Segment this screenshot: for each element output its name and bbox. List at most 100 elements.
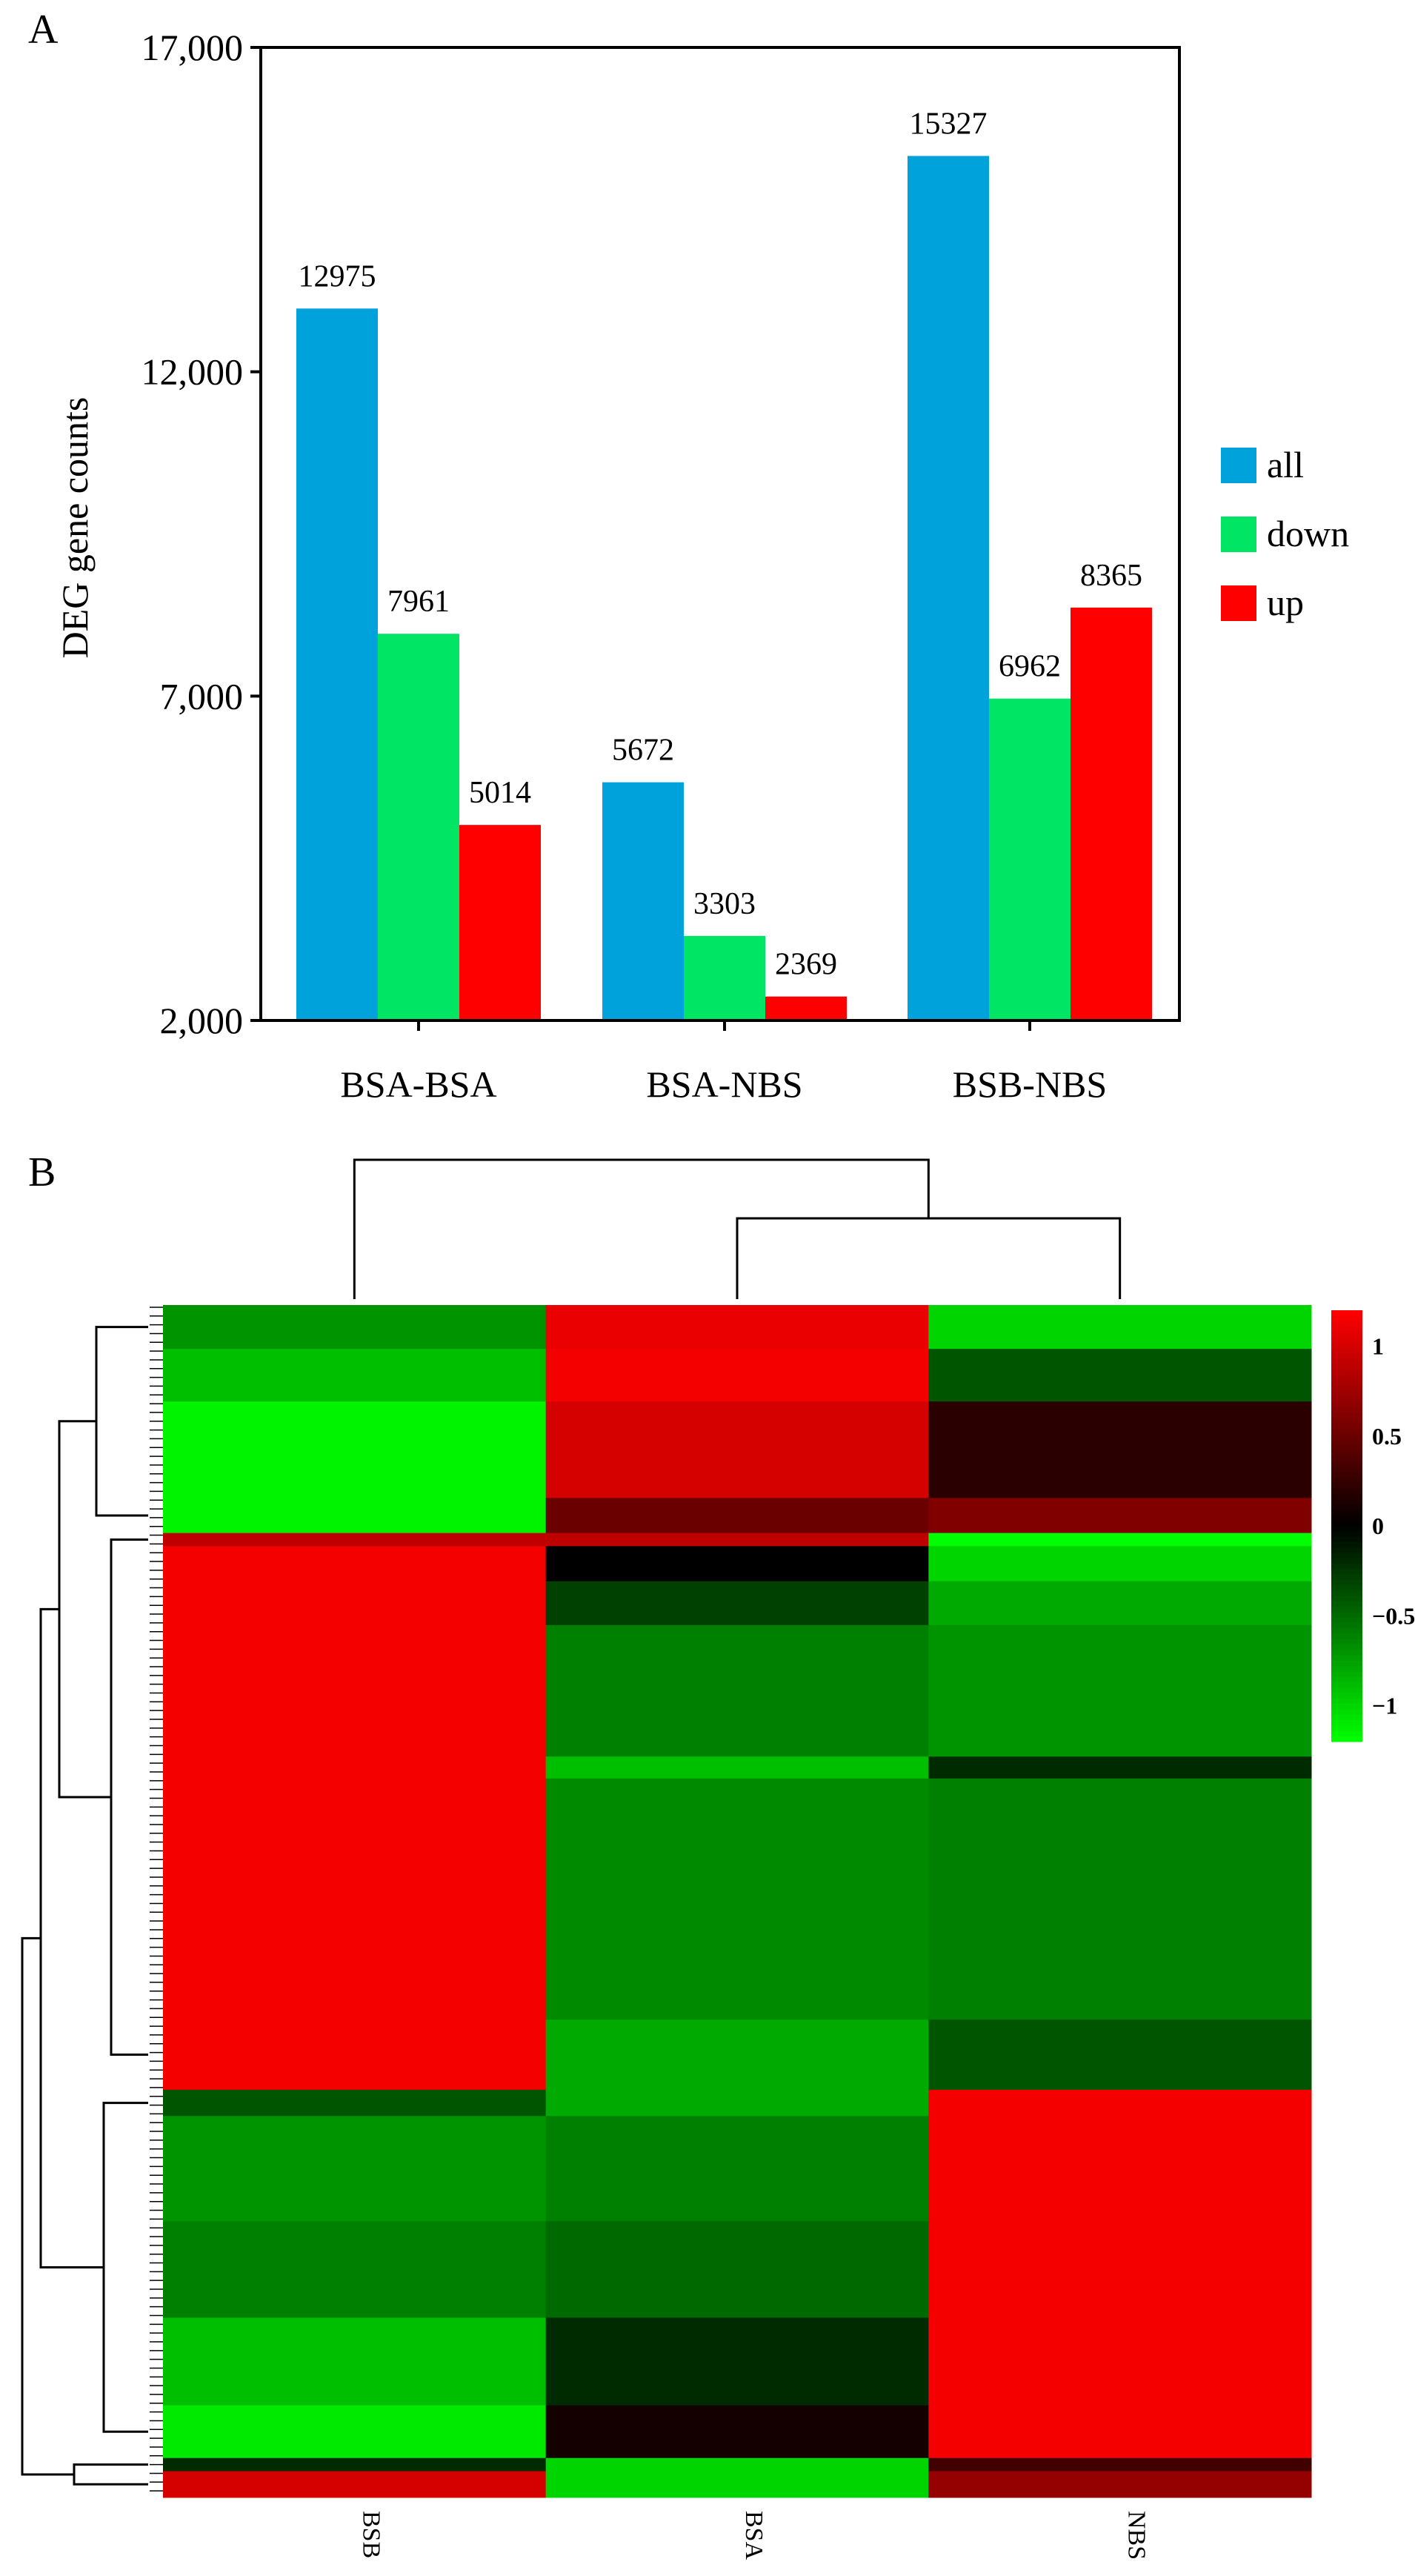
colorbar-segment: [1331, 1429, 1362, 1435]
colorbar-segment: [1331, 1725, 1362, 1732]
y-tick-label: 7,000: [160, 675, 244, 717]
colorbar-segment: [1331, 1455, 1362, 1462]
bar-value-labels: 12975 7961 5014 5672 3303 2369 15327 6962 8365: [299, 107, 1143, 981]
bar-value-label: 6962: [999, 650, 1061, 684]
colorbar-segment: [1331, 1326, 1362, 1332]
heatmap-block-bsa-16: [545, 2457, 929, 2472]
plot-frame: [259, 46, 1181, 1022]
bar-bsa-bsa-down: [378, 634, 459, 1020]
heatmap-block-bsb-9: [163, 1778, 547, 2020]
y-tick-label: 12,000: [142, 351, 244, 393]
heatmap-block-nbs-10: [928, 2019, 1312, 2091]
dendro-root: [21, 1936, 74, 2476]
y-axis-label: DEG gene counts: [54, 397, 96, 659]
colorbar-segment: [1331, 1450, 1362, 1457]
colorbar-tick-label: 0.5: [1372, 1423, 1402, 1450]
bar-value-label: 5672: [612, 734, 674, 768]
colorbar-segment: [1331, 1375, 1362, 1381]
heatmap-block-bsb-0: [163, 1305, 547, 1350]
legend-label-up: up: [1267, 582, 1304, 623]
colorbar-segment: [1331, 1401, 1362, 1408]
colorbar-segment: [1331, 1434, 1362, 1441]
colorbar-segment: [1331, 1730, 1362, 1737]
colorbar-segment: [1331, 1482, 1362, 1489]
heatmap-block-nbs-5: [928, 1546, 1312, 1582]
dendro-join-123: [39, 1607, 104, 2268]
colorbar-segment: [1331, 1498, 1362, 1505]
heatmap-block-bsa-5: [545, 1546, 929, 1582]
colorbar-segment: [1331, 1590, 1362, 1597]
heatmap-block-bsb-2: [163, 1401, 547, 1498]
column-dendrogram: [353, 1158, 1122, 1299]
colorbar-segment: [1331, 1407, 1362, 1413]
bar-bsa-nbs-up: [765, 996, 847, 1020]
bar-bars: [296, 156, 1152, 1021]
heatmap-block-nbs-15: [928, 2405, 1312, 2459]
x-tick-label: BSB-NBS: [953, 1063, 1107, 1105]
heatmap-block-bsa-8: [545, 1756, 929, 1779]
colorbar-segment: [1331, 1515, 1362, 1521]
colorbar-segment: [1331, 1601, 1362, 1607]
dendro-join-bsa-nbs: [736, 1217, 1122, 1299]
colorbar-segment: [1331, 1347, 1362, 1354]
colorbar-segment: [1331, 1504, 1362, 1510]
heatmap-block-bsa-12: [545, 2116, 929, 2222]
bar-bsa-nbs-down: [684, 935, 765, 1020]
heatmap-block-bsa-15: [545, 2405, 929, 2459]
colorbar-segment: [1331, 1385, 1362, 1392]
bar-value-label: 2369: [775, 948, 837, 982]
colorbar-segment: [1331, 1370, 1362, 1375]
dendro-cluster-4: [73, 2463, 148, 2486]
dendro-cluster-2: [110, 1538, 148, 2057]
colorbar-segment: [1331, 1418, 1362, 1424]
panel-label-b: B: [28, 1149, 56, 1195]
colorbar-segment: [1331, 1477, 1362, 1484]
heatmap-block-bsa-7: [545, 1624, 929, 1757]
heatmap-block-bsb-7: [163, 1624, 547, 1757]
colorbar-segment: [1331, 1321, 1362, 1327]
colorbar-segment: [1331, 1342, 1362, 1349]
heatmap-block-bsa-0: [545, 1305, 929, 1350]
colorbar-segment: [1331, 1413, 1362, 1419]
colorbar-segment: [1331, 1671, 1362, 1678]
heatmap-block-nbs-7: [928, 1624, 1312, 1757]
dendro-cluster-3: [102, 2102, 148, 2433]
colorbar-segment: [1331, 1650, 1362, 1656]
heatmap-block-nbs-16: [928, 2457, 1312, 2472]
colorbar-segment: [1331, 1736, 1362, 1742]
heatmap-block-bsb-15: [163, 2405, 547, 2459]
colorbar-segment: [1331, 1698, 1362, 1704]
heatmap-block-nbs-0: [928, 1305, 1312, 1350]
colorbar-segment: [1331, 1639, 1362, 1645]
legend: all down up: [1221, 444, 1349, 623]
heatmap-block-nbs-4: [928, 1533, 1312, 1547]
colorbar-segment: [1331, 1488, 1362, 1494]
legend-swatch-all: [1221, 448, 1256, 483]
x-tick-label: BSA-BSA: [340, 1063, 496, 1105]
colorbar-segment: [1331, 1676, 1362, 1683]
heatmap: BSB BSA NBS 1 0.5 0 −0.5 −1: [21, 1158, 1415, 2560]
colorbar-segment: [1331, 1526, 1362, 1532]
heatmap-block-nbs-13: [928, 2221, 1312, 2318]
colorbar-segment: [1331, 1444, 1362, 1451]
bar-chart: 12975 7961 5014 5672 3303 2369 15327 6962 8365 2…: [54, 27, 1349, 1105]
colorbar-segment: [1331, 1423, 1362, 1430]
heatmap-block-nbs-3: [928, 1498, 1312, 1534]
bar-value-label: 8365: [1080, 559, 1142, 593]
heatmap-block-bsb-14: [163, 2317, 547, 2406]
colorbar-segment: [1331, 1337, 1362, 1344]
colorbar-segment: [1331, 1510, 1362, 1516]
colorbar-segment: [1331, 1704, 1362, 1710]
colorbar-segment: [1331, 1558, 1362, 1564]
dendro-join-root: [353, 1158, 930, 1299]
heatmap-block-bsb-11: [163, 2089, 547, 2117]
colorbar-segment: [1331, 1315, 1362, 1322]
heatmap-block-bsa-17: [545, 2471, 929, 2498]
colorbar-segment: [1331, 1596, 1362, 1602]
panel-label-a: A: [28, 7, 59, 53]
colorbar-segment: [1331, 1655, 1362, 1662]
heatmap-block-bsa-1: [545, 1349, 929, 1402]
heatmap-block-bsb-3: [163, 1498, 547, 1534]
y-tick-label: 2,000: [160, 1000, 244, 1041]
heatmap-block-bsa-13: [545, 2221, 929, 2318]
